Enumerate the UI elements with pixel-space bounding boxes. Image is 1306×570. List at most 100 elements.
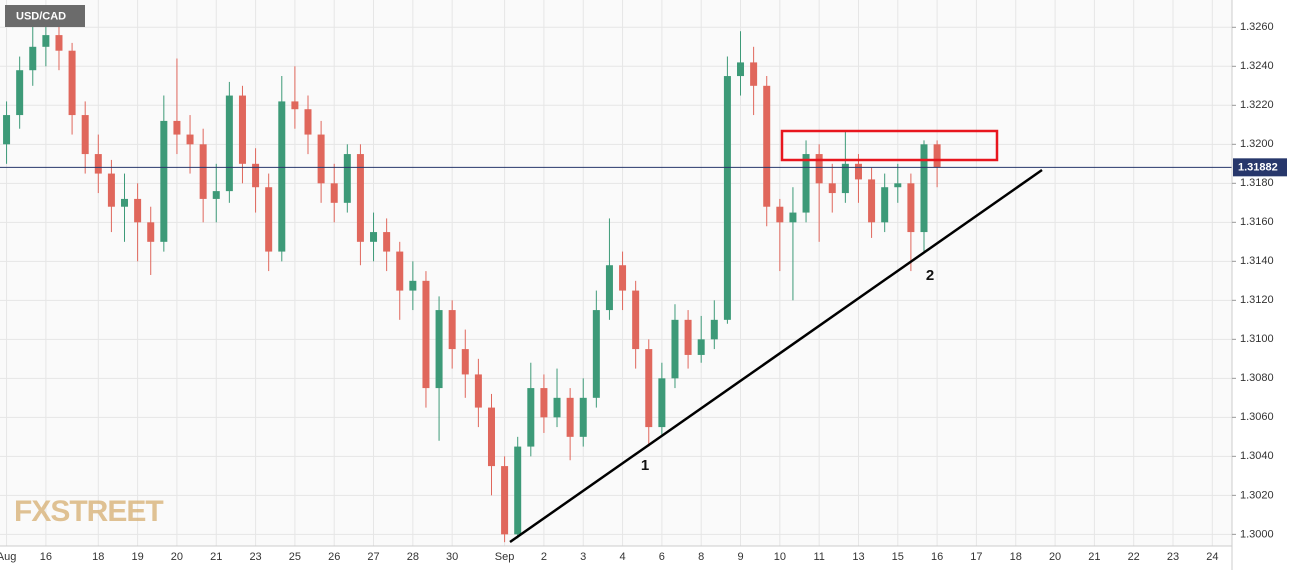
candle-body xyxy=(68,50,76,116)
candle-body xyxy=(579,397,587,437)
candle-body xyxy=(409,280,417,291)
candle-body xyxy=(134,198,142,223)
y-tick-label: 1.3020 xyxy=(1240,489,1274,501)
candle xyxy=(370,212,378,262)
x-tick-label: 25 xyxy=(289,551,301,563)
candle-body xyxy=(435,310,443,389)
candle xyxy=(763,76,771,227)
x-tick-label: 21 xyxy=(1088,551,1100,563)
candle-body xyxy=(265,187,273,252)
candle xyxy=(789,187,797,301)
candle xyxy=(173,58,181,155)
candle xyxy=(632,280,640,369)
candle-body xyxy=(238,95,246,164)
candle xyxy=(291,66,299,129)
candle-body xyxy=(356,154,364,242)
candle xyxy=(252,148,260,213)
y-tick-label: 1.3200 xyxy=(1240,138,1274,150)
candle xyxy=(527,362,535,457)
candle xyxy=(317,120,325,203)
candle-body xyxy=(343,154,351,203)
candle-body xyxy=(383,232,391,252)
candle-body xyxy=(81,115,89,155)
x-tick-label: 16 xyxy=(931,551,943,563)
candle-body xyxy=(933,144,941,168)
candle xyxy=(868,167,876,238)
annotation: 2 xyxy=(926,267,934,284)
candle xyxy=(55,23,63,71)
candle-body xyxy=(422,280,430,389)
candle-body xyxy=(55,35,63,51)
y-tick-label: 1.3120 xyxy=(1240,294,1274,306)
candle-body xyxy=(94,154,102,174)
candle xyxy=(186,115,194,174)
candle xyxy=(199,128,207,223)
x-tick-label: 27 xyxy=(367,551,379,563)
x-tick-label: 15 xyxy=(892,551,904,563)
resistance-box xyxy=(780,129,999,162)
y-tick-label: 1.3100 xyxy=(1240,333,1274,345)
candle xyxy=(579,378,587,447)
candle-body xyxy=(487,407,495,467)
candle xyxy=(356,144,364,266)
x-tick-label: 17 xyxy=(970,551,982,563)
candle-body xyxy=(396,251,404,291)
candle-body xyxy=(553,397,561,418)
candle-body xyxy=(527,388,535,447)
candle-body xyxy=(461,349,469,375)
candles xyxy=(0,11,1232,543)
candle xyxy=(225,81,233,203)
candle-body xyxy=(514,446,522,535)
candle-body xyxy=(330,183,338,203)
candle xyxy=(304,95,312,155)
candle-body xyxy=(304,109,312,135)
candle-body xyxy=(868,179,876,223)
y-axis: 1.3000 1.3020 1.3040 1.3060 1.3080 1.3100 1.31… xyxy=(0,21,1287,563)
candle xyxy=(605,218,613,320)
x-tick-label: 20 xyxy=(171,551,183,563)
x-tick-label: 23 xyxy=(1167,551,1179,563)
candle-body xyxy=(684,319,692,355)
candle-body xyxy=(186,134,194,145)
candle xyxy=(121,173,129,242)
candle-body xyxy=(802,154,810,213)
candle xyxy=(68,42,76,135)
candle-body xyxy=(3,115,11,145)
candle xyxy=(265,173,273,272)
candle xyxy=(383,218,391,272)
y-tick-label: 1.3160 xyxy=(1240,216,1274,228)
candle xyxy=(553,368,561,428)
y-tick-label: 1.3060 xyxy=(1240,411,1274,423)
candle-body xyxy=(645,349,653,428)
trend-line xyxy=(509,168,1043,544)
candle-body xyxy=(841,163,849,194)
candle xyxy=(94,134,102,194)
candle xyxy=(710,300,718,350)
title-box xyxy=(5,5,85,27)
candle xyxy=(343,144,351,213)
candle-body xyxy=(448,310,456,350)
candle-body xyxy=(42,35,50,47)
candle-body xyxy=(907,183,915,233)
candle-body xyxy=(29,46,37,71)
candle-body xyxy=(160,120,168,242)
candle xyxy=(566,388,574,461)
candle xyxy=(750,46,758,116)
candle-body xyxy=(592,310,600,398)
candle-body xyxy=(199,144,207,199)
last-price-box xyxy=(1233,158,1287,177)
candle-body xyxy=(16,70,24,116)
candle-body xyxy=(147,222,155,242)
candle-body xyxy=(881,187,889,223)
plot-area xyxy=(0,0,1232,546)
candle-body xyxy=(763,85,771,207)
candle xyxy=(487,393,495,496)
x-tick-label: 18 xyxy=(92,551,104,563)
y-tick-label: 1.3220 xyxy=(1240,99,1274,111)
candle xyxy=(907,173,915,272)
x-tick-label: 26 xyxy=(328,551,340,563)
x-tick-label: 30 xyxy=(446,551,458,563)
candle-body xyxy=(854,163,862,180)
candle xyxy=(802,140,810,223)
